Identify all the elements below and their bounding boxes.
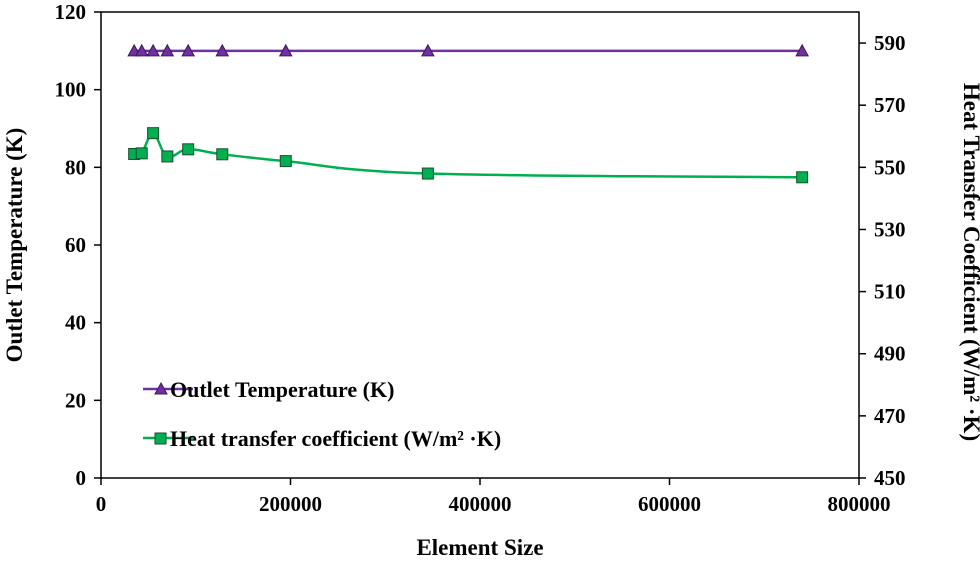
y2-axis-title: Heat Transfer Coefficient (W/m² ·K)	[959, 83, 980, 441]
x-tick-label: 600000	[638, 492, 701, 516]
y-axis-right: 450 470 490 510 530 550 570 590	[859, 31, 906, 490]
data-point-outlet-temp	[278, 43, 293, 57]
y2-tick-label: 490	[874, 342, 906, 366]
y-tick-label: 0	[76, 466, 87, 490]
data-point-outlet-temp	[795, 43, 809, 57]
data-point-outlet-temp	[421, 43, 435, 57]
y-tick-label: 80	[65, 155, 86, 179]
data-point-htc	[421, 167, 434, 180]
y-tick-label: 120	[55, 0, 87, 24]
data-point-outlet-temp	[215, 43, 230, 57]
legend-marker-htc	[154, 432, 167, 445]
data-point-htc	[182, 143, 195, 156]
y-tick-label: 100	[55, 78, 87, 102]
series-layer	[127, 43, 809, 184]
data-point-outlet-temp	[134, 43, 149, 57]
y2-tick-label: 510	[874, 280, 906, 304]
series-line-htc	[133, 131, 803, 179]
y2-tick-label: 450	[874, 466, 906, 490]
data-point-htc	[161, 150, 174, 163]
y2-tick-label: 550	[874, 155, 906, 179]
y-axis-left: 0 20 40 60 80 100 120	[55, 0, 101, 490]
legend: Outlet Temperature (K) Heat transfer coe…	[143, 377, 501, 451]
y-tick-label: 40	[65, 311, 86, 335]
legend-label-htc: Heat transfer coefficient (W/m² ·K)	[170, 426, 501, 451]
y2-tick-label: 470	[874, 404, 906, 428]
x-tick-label: 0	[96, 492, 107, 516]
legend-marker-outlet-temp	[154, 381, 168, 395]
y2-tick-label: 570	[874, 93, 906, 117]
y2-tick-label: 590	[874, 31, 906, 55]
x-tick-label: 800000	[828, 492, 891, 516]
data-point-outlet-temp	[181, 43, 196, 57]
y-tick-label: 60	[65, 233, 86, 257]
data-point-outlet-temp	[146, 43, 160, 57]
y-axis-title: Outlet Temperature (K)	[2, 128, 27, 363]
x-tick-label: 200000	[259, 492, 322, 516]
data-point-htc	[135, 147, 148, 160]
data-point-htc	[796, 171, 809, 184]
data-point-htc	[147, 127, 160, 140]
data-point-htc	[279, 155, 292, 168]
data-point-htc	[216, 148, 229, 161]
x-tick-label: 400000	[449, 492, 512, 516]
y2-tick-label: 530	[874, 217, 906, 241]
x-axis-title: Element Size	[416, 535, 543, 560]
x-axis: 0 200000 400000 600000 800000	[96, 478, 891, 516]
data-point-outlet-temp	[160, 43, 175, 57]
plot-frame	[100, 11, 860, 479]
legend-label-outlet-temp: Outlet Temperature (K)	[170, 377, 394, 402]
y-tick-label: 20	[65, 388, 86, 412]
